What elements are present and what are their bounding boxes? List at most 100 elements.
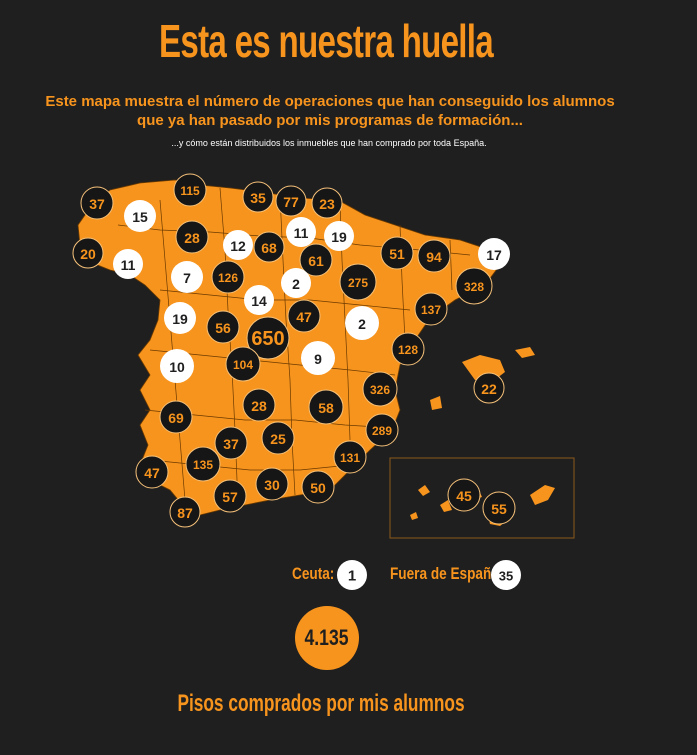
marker-value: 51 xyxy=(389,246,405,262)
marker-circle xyxy=(246,316,290,360)
marker-value: 55 xyxy=(491,501,507,517)
marker-circle xyxy=(365,413,399,447)
marker-value: 17 xyxy=(486,247,502,263)
marker-value: 128 xyxy=(398,343,418,357)
marker-circle xyxy=(324,221,354,251)
marker-circle xyxy=(299,243,333,277)
marker-value: 19 xyxy=(331,229,347,245)
marker-circle xyxy=(223,230,253,260)
marker-circle xyxy=(206,310,240,344)
abroad-label: Fuera de España: xyxy=(390,564,504,583)
province-marker: 45 xyxy=(447,478,481,512)
marker-value: 37 xyxy=(223,436,239,452)
subtitle-line-2: que ya han pasado por mis programas de f… xyxy=(137,112,523,129)
marker-value: 19 xyxy=(172,311,188,327)
marker-value: 22 xyxy=(481,381,497,397)
canary-frame xyxy=(389,457,575,539)
province-marker: 135 xyxy=(185,446,221,482)
marker-circle xyxy=(301,470,335,504)
marker-circle xyxy=(175,220,209,254)
spain-map: 37 115 35 77 23 15 28 12 68 11 19 20 11 61 51 94 17 7 126 2… xyxy=(72,173,575,539)
marker-circle xyxy=(225,346,261,382)
ceuta-marker: 1 xyxy=(337,560,367,590)
province-marker: 51 xyxy=(380,236,414,270)
province-marker: 55 xyxy=(482,491,516,525)
marker-circle xyxy=(311,187,343,219)
marker-value: 275 xyxy=(348,276,368,290)
marker-value: 25 xyxy=(270,431,286,447)
province-marker: 19 xyxy=(324,221,354,251)
province-marker: 56 xyxy=(206,310,240,344)
province-marker: 35 xyxy=(242,181,274,213)
province-marker: 30 xyxy=(255,467,289,501)
marker-value: 57 xyxy=(222,489,238,505)
marker-value: 135 xyxy=(193,458,213,472)
marker-circle xyxy=(135,455,169,489)
balearic-menorca xyxy=(515,347,535,358)
marker-circle xyxy=(275,185,307,217)
province-marker: 275 xyxy=(339,263,377,301)
marker-value: 35 xyxy=(250,190,266,206)
marker-circle xyxy=(455,267,493,305)
marker-value: 68 xyxy=(261,240,277,256)
total-badge: 4.135 xyxy=(295,606,359,670)
marker-value: 94 xyxy=(426,249,442,265)
province-marker: 23 xyxy=(311,187,343,219)
province-marker: 126 xyxy=(211,260,245,294)
province-marker: 37 xyxy=(214,426,248,460)
province-marker: 15 xyxy=(124,200,156,232)
marker-value: 650 xyxy=(251,328,284,350)
marker-value: 326 xyxy=(370,383,390,397)
province-marker: 289 xyxy=(365,413,399,447)
marker-circle xyxy=(261,421,295,455)
marker-value: 12 xyxy=(230,238,246,254)
marker-value: 47 xyxy=(296,309,312,325)
province-marker: 28 xyxy=(242,388,276,422)
province-marker: 94 xyxy=(417,239,451,273)
marker-circle xyxy=(333,440,367,474)
marker-circle xyxy=(171,261,203,293)
province-marker: 328 xyxy=(455,267,493,305)
abroad-value: 35 xyxy=(499,569,513,584)
province-marker: 28 xyxy=(175,220,209,254)
province-marker: 131 xyxy=(333,440,367,474)
marker-circle xyxy=(255,467,289,501)
marker-value: 131 xyxy=(340,451,360,465)
province-marker: 77 xyxy=(275,185,307,217)
province-marker: 326 xyxy=(362,371,398,407)
marker-value: 2 xyxy=(358,316,366,332)
province-marker: 68 xyxy=(253,231,285,263)
marker-value: 45 xyxy=(456,488,472,504)
province-marker: 20 xyxy=(72,237,104,269)
marker-value: 15 xyxy=(132,209,148,225)
marker-value: 28 xyxy=(251,398,267,414)
marker-circle xyxy=(473,372,505,404)
balearic-ibiza xyxy=(430,396,442,410)
marker-value: 20 xyxy=(80,246,96,262)
ceuta-value: 1 xyxy=(348,568,356,585)
abroad-marker: 35 xyxy=(491,560,521,590)
marker-value: 28 xyxy=(184,230,200,246)
marker-circle xyxy=(417,239,451,273)
province-marker: 650 xyxy=(246,316,290,360)
marker-circle xyxy=(391,332,425,366)
marker-circle xyxy=(213,479,247,513)
province-marker: 17 xyxy=(478,238,510,270)
marker-value: 11 xyxy=(294,225,309,241)
marker-value: 2 xyxy=(292,276,300,292)
marker-value: 30 xyxy=(264,477,280,493)
province-marker: 12 xyxy=(223,230,253,260)
province-marker: 19 xyxy=(164,302,196,334)
province-marker: 22 xyxy=(473,372,505,404)
marker-circle xyxy=(478,238,510,270)
marker-circle xyxy=(80,186,114,220)
marker-circle xyxy=(124,200,156,232)
ceuta-label: Ceuta: xyxy=(292,564,335,583)
marker-circle xyxy=(308,389,344,425)
marker-value: 115 xyxy=(180,184,200,198)
marker-value: 58 xyxy=(318,400,334,416)
province-marker: 69 xyxy=(159,400,193,434)
marker-circle xyxy=(169,496,201,528)
marker-value: 23 xyxy=(319,196,335,212)
province-marker: 2 xyxy=(345,306,379,340)
